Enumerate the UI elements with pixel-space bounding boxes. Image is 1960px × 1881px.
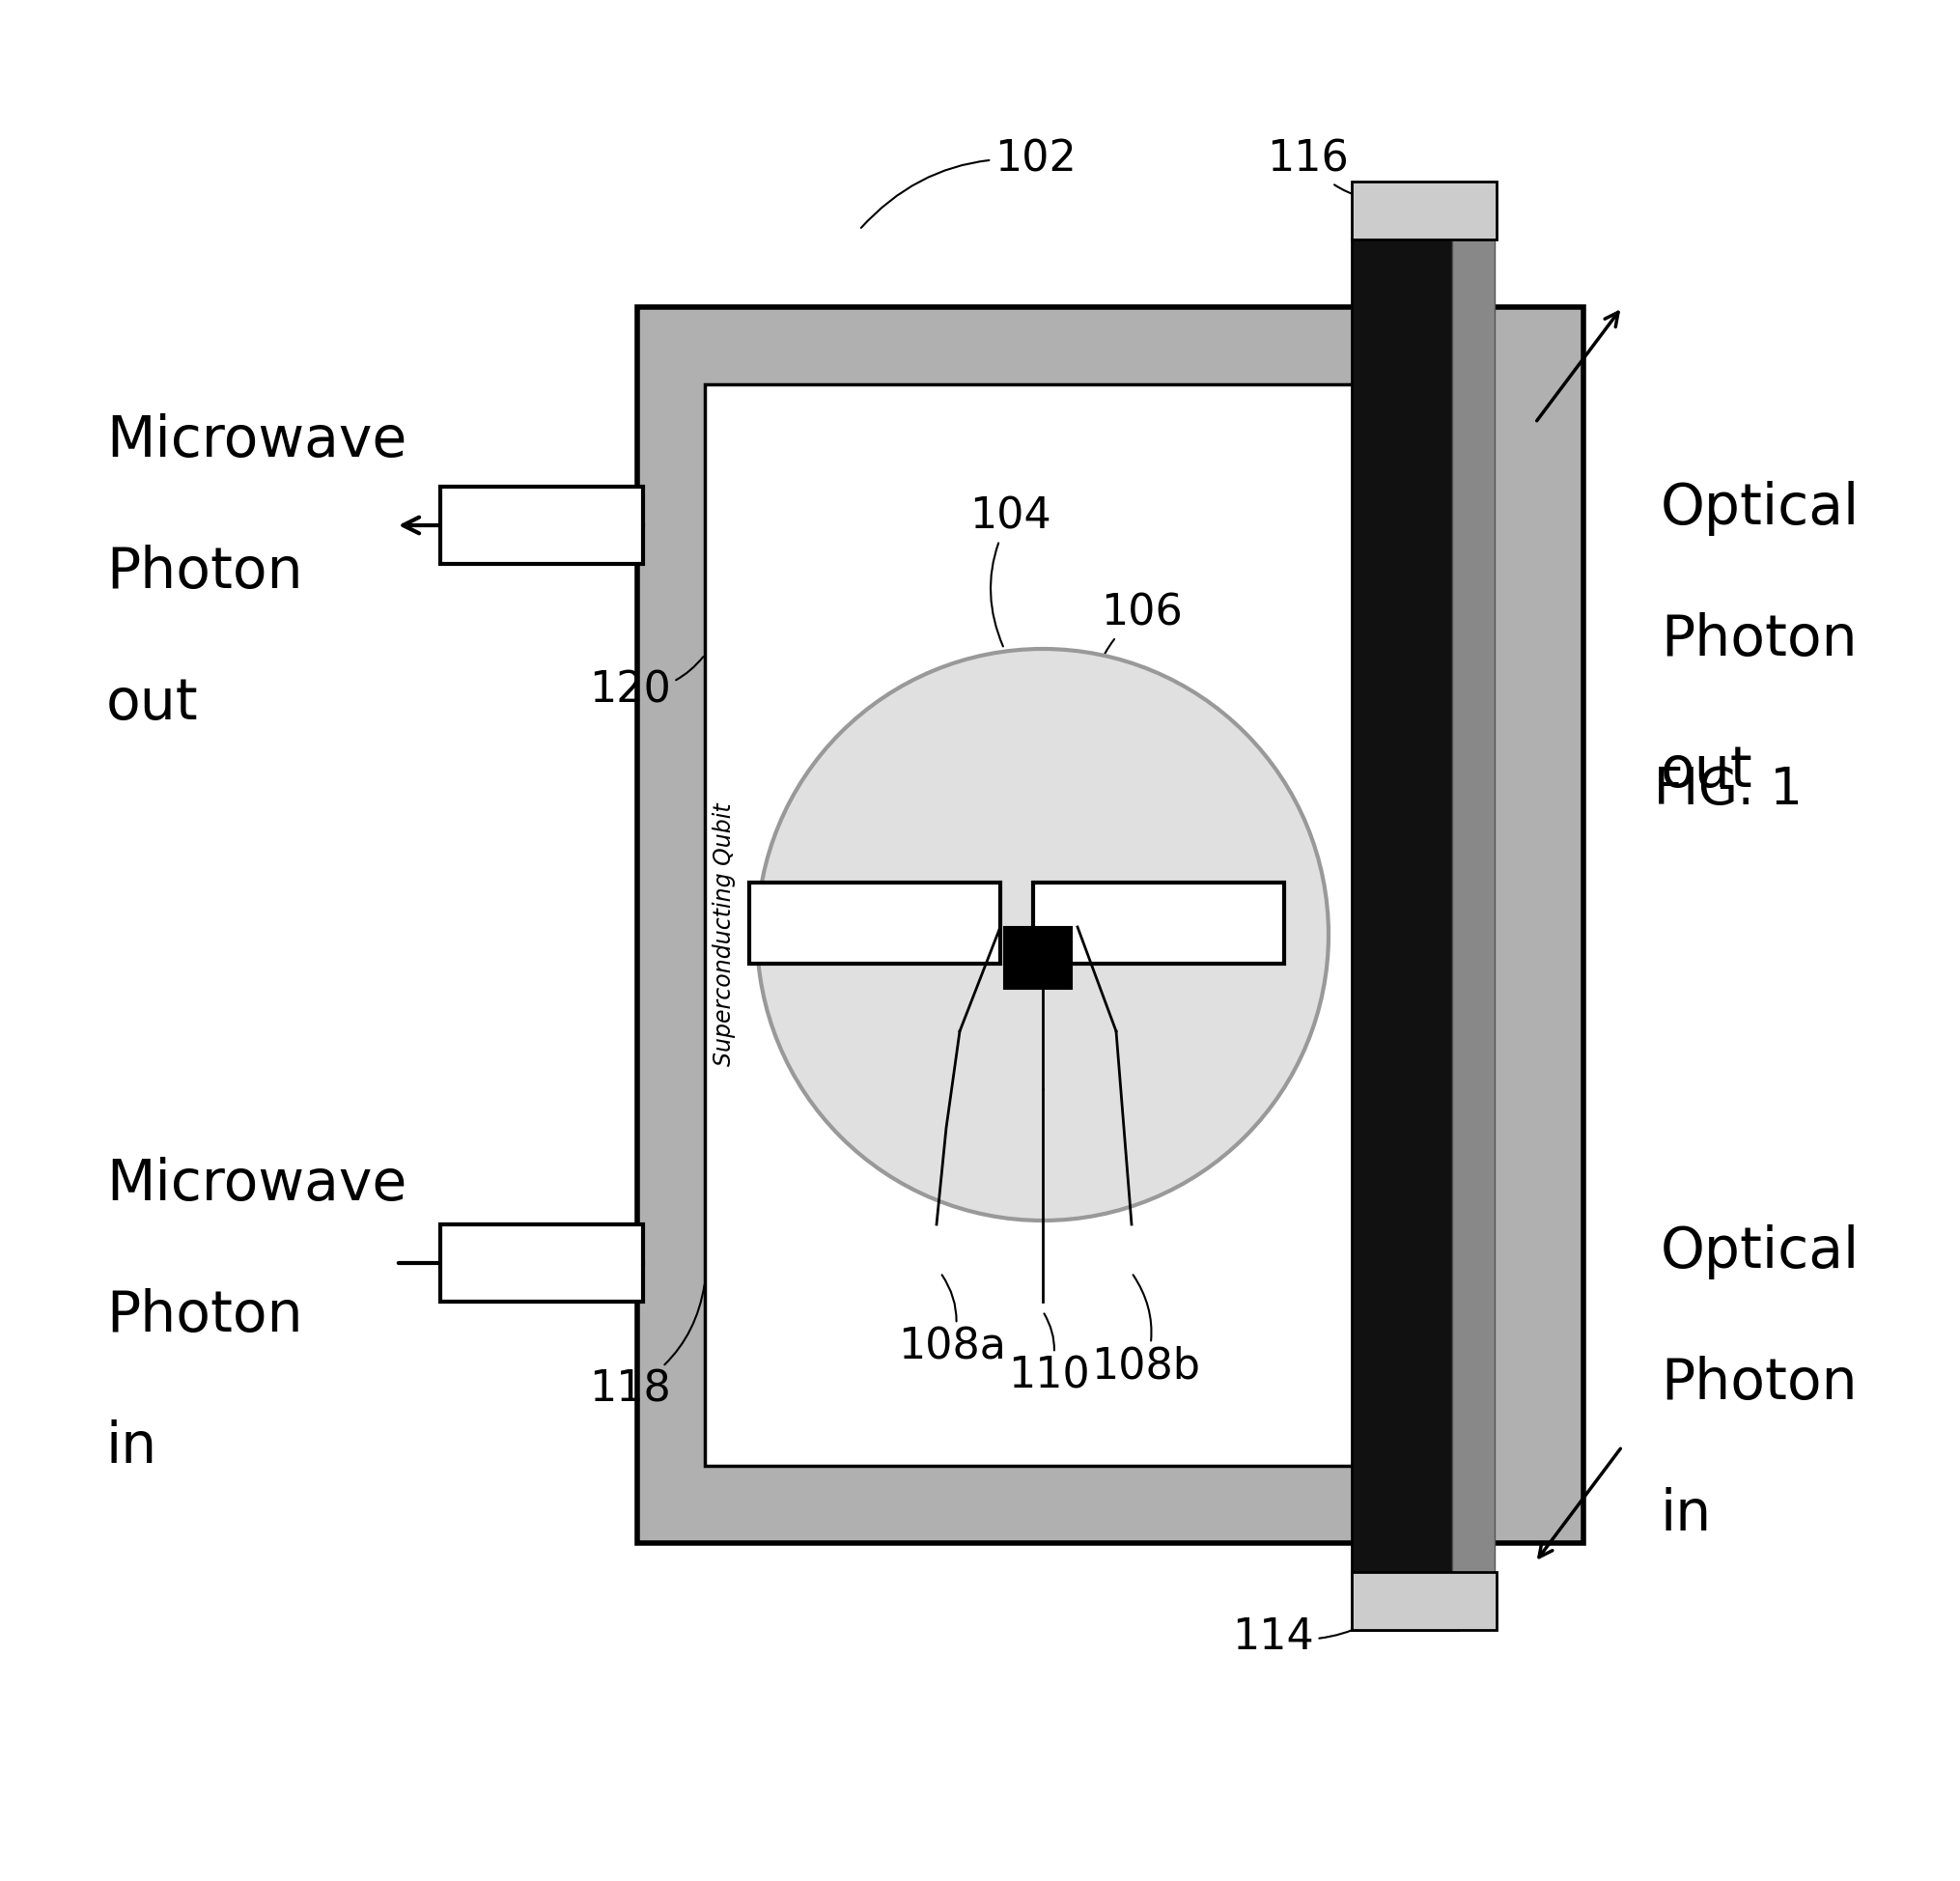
Text: in: in xyxy=(106,1420,157,1475)
Bar xyxy=(1033,882,1284,963)
Text: Optical: Optical xyxy=(1660,482,1860,536)
Circle shape xyxy=(757,649,1329,1221)
Text: 116: 116 xyxy=(1266,139,1392,201)
Text: Photon: Photon xyxy=(1660,611,1858,668)
Text: 104: 104 xyxy=(970,497,1051,647)
Text: FIG. 1: FIG. 1 xyxy=(1654,766,1803,814)
Text: Microwave: Microwave xyxy=(106,1157,408,1211)
Bar xyxy=(706,384,1362,1465)
Bar xyxy=(1004,927,1072,989)
Text: 108a: 108a xyxy=(898,1275,1005,1367)
Text: 118: 118 xyxy=(588,1285,704,1411)
Text: out: out xyxy=(106,675,198,732)
Bar xyxy=(637,307,1584,1542)
Bar xyxy=(441,1225,643,1302)
Text: out: out xyxy=(1660,743,1752,799)
Text: 102: 102 xyxy=(860,139,1076,228)
Text: 106: 106 xyxy=(1092,593,1182,703)
Bar xyxy=(1352,239,1458,1631)
Text: Photon: Photon xyxy=(1660,1356,1858,1411)
Bar xyxy=(1452,239,1495,1631)
Text: in: in xyxy=(1660,1488,1713,1542)
Text: Photon: Photon xyxy=(106,545,302,600)
Text: Photon: Photon xyxy=(106,1288,302,1343)
Text: Microwave: Microwave xyxy=(106,414,408,468)
Text: 108b: 108b xyxy=(1092,1275,1200,1388)
Text: Optical: Optical xyxy=(1660,1225,1860,1279)
Text: 120: 120 xyxy=(588,656,704,711)
Bar xyxy=(441,487,643,564)
Text: 110: 110 xyxy=(1007,1313,1090,1398)
Text: 114: 114 xyxy=(1233,1597,1403,1657)
Bar xyxy=(1352,182,1497,239)
Bar xyxy=(1352,1573,1497,1631)
Text: Superconducting Qubit: Superconducting Qubit xyxy=(713,803,735,1067)
Bar xyxy=(749,882,1000,963)
